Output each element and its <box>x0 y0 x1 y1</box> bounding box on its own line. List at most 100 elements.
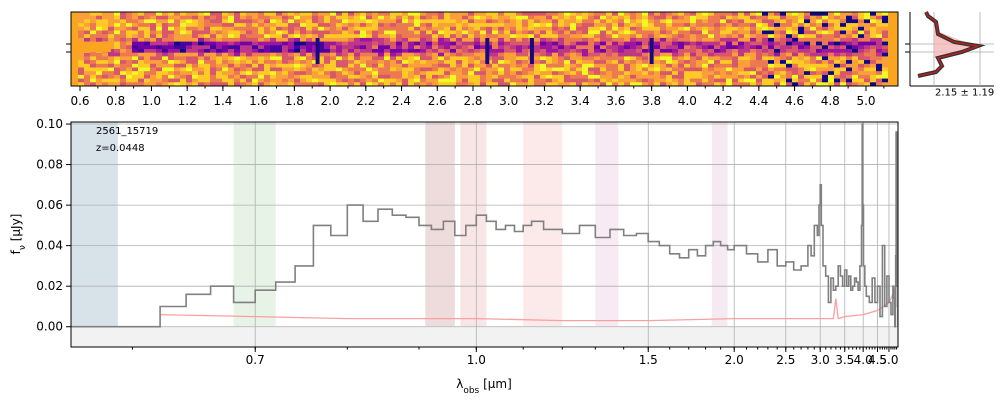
spectrum-2d-cell <box>234 52 240 57</box>
spectrum-2d-cell <box>756 37 762 42</box>
spectrum-2d-cell <box>240 15 246 20</box>
spectrum-2d-cell <box>870 26 876 31</box>
spectrum-2d-cell <box>642 82 648 87</box>
spectrum-2d-cell <box>588 60 594 64</box>
spectrum-2d-cell <box>576 12 582 16</box>
spectrum-2d-cell <box>600 60 606 64</box>
spectrum-2d-cell <box>324 37 330 42</box>
spectrum-2d-cell <box>618 82 624 87</box>
spectrum-2d-cell <box>666 60 672 64</box>
spectrum-2d-cell <box>624 56 630 61</box>
spectrum-2d-cell <box>492 82 498 87</box>
spectrum-2d-cell <box>384 71 390 76</box>
spectrum-2d-cell <box>402 37 408 42</box>
spectrum-2d-cell <box>450 15 456 20</box>
spectrum-2d-cell <box>738 52 744 57</box>
spectrum-2d-cell <box>180 15 186 20</box>
spectrum-2d-cell <box>186 26 192 31</box>
spectrum-2d-cell <box>810 15 816 20</box>
spectrum-2d-cell <box>762 23 768 27</box>
spectrum-2d-cell <box>216 71 222 76</box>
spectrum-2d-cell <box>486 78 492 83</box>
spectrum-2d-cell <box>132 56 138 61</box>
top-x-tick-label: 2.6 <box>428 94 447 108</box>
spectrum-2d-cell <box>246 71 252 76</box>
spectrum-2d-cell <box>204 45 210 50</box>
spectrum-2d-cell <box>204 15 210 20</box>
spectrum-2d-cell <box>120 30 126 35</box>
spectrum-2d-cell <box>582 52 588 57</box>
spectrum-2d-cell <box>672 30 678 35</box>
spectrum-2d-cell <box>672 41 678 46</box>
spectrum-2d-cell <box>294 19 300 24</box>
x-tick-label: 1.0 <box>467 353 486 367</box>
spectrum-2d-cell <box>708 63 714 68</box>
spectrum-2d-cell <box>522 45 528 50</box>
spectrum-2d-cell <box>870 52 876 57</box>
spectrum-2d-cell <box>228 82 234 87</box>
spectrum-2d-cell <box>174 82 180 87</box>
spectrum-2d-cell <box>726 45 732 50</box>
spectrum-2d-cell <box>660 49 666 53</box>
spectrum-2d-cell <box>222 26 228 31</box>
spectrum-2d-cell <box>834 30 840 35</box>
spectrum-2d-cell <box>696 30 702 35</box>
spectrum-2d-cell <box>660 74 666 79</box>
spectrum-2d-cell <box>342 78 348 83</box>
spectrum-2d-cell <box>498 74 504 79</box>
spectrum-2d-cell <box>786 56 792 61</box>
spectrum-2d-cell <box>690 67 696 72</box>
spectrum-2d-cell <box>702 60 708 64</box>
spectrum-2d-cell <box>78 19 84 24</box>
spectrum-2d-cell <box>696 15 702 20</box>
spectrum-2d-cell <box>294 26 300 31</box>
spectrum-2d-cell <box>462 49 468 53</box>
spectrum-2d-cell <box>714 37 720 42</box>
spectrum-2d-cell <box>402 30 408 35</box>
spectrum-2d-cell <box>492 26 498 31</box>
spectrum-2d-cell <box>750 71 756 76</box>
spectrum-2d-cell <box>486 12 492 16</box>
spectrum-2d-cell <box>180 82 186 87</box>
spectrum-2d-cell <box>498 71 504 76</box>
spectrum-2d-cell <box>870 12 876 16</box>
spectrum-2d-cell <box>708 52 714 57</box>
spectrum-2d-cell <box>444 49 450 53</box>
spectrum-2d-cell <box>162 74 168 79</box>
spectrum-2d-cell <box>468 45 474 50</box>
spectrum-2d-cell <box>864 82 870 87</box>
spectrum-2d-cell <box>540 12 546 16</box>
spectrum-2d-cell <box>762 45 768 50</box>
spectrum-2d-cell <box>198 30 204 35</box>
spectrum-2d-cell <box>564 74 570 79</box>
spectrum-2d-cell <box>768 37 774 42</box>
spectrum-2d-cell <box>126 15 132 20</box>
spectrum-2d-cell <box>426 49 432 53</box>
spectrum-2d-cell <box>498 30 504 35</box>
spectrum-2d-cell <box>786 49 792 53</box>
spectrum-2d-cell <box>534 67 540 72</box>
spectrum-2d-cell <box>678 23 684 27</box>
spectrum-2d-cell <box>474 67 480 72</box>
spectrum-2d-cell <box>426 12 432 16</box>
spectrum-2d-cell <box>366 19 372 24</box>
spectrum-2d-cell <box>798 71 804 76</box>
spectrum-2d-cell <box>294 37 300 42</box>
spectrum-2d-cell <box>678 41 684 46</box>
spectrum-2d-cell <box>618 78 624 83</box>
spectrum-2d-cell <box>738 71 744 76</box>
spectrum-2d-cell <box>396 82 402 87</box>
spectrum-2d-cell <box>780 12 786 16</box>
spectrum-2d-cell <box>276 45 282 50</box>
spectrum-2d-cell <box>516 19 522 24</box>
spectrum-2d-cell <box>558 78 564 83</box>
spectrum-2d-cell <box>456 26 462 31</box>
spectrum-2d-cell <box>846 67 852 72</box>
spectrum-2d-cell <box>546 56 552 61</box>
spectrum-2d-cell <box>804 71 810 76</box>
spectrum-2d-cell <box>672 67 678 72</box>
spectrum-2d-cell <box>294 41 300 46</box>
spectrum-2d-cell <box>78 74 84 79</box>
spectrum-2d-cell <box>180 30 186 35</box>
spectrum-2d-cell <box>138 15 144 20</box>
